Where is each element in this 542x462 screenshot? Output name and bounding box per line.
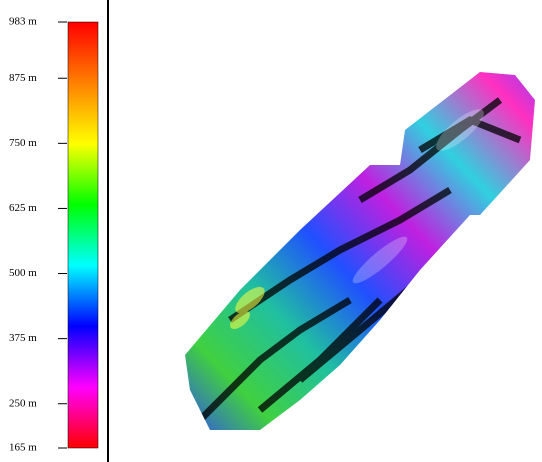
elevation-map bbox=[180, 60, 542, 440]
tick-label: 875 m bbox=[9, 72, 37, 84]
scale-ticks: 983 m 875 m 750 m 625 m 500 m 375 m 250 m 165 m bbox=[9, 16, 67, 454]
tick-label: 375 m bbox=[9, 332, 37, 344]
color-scale bbox=[68, 22, 98, 448]
tick-label: 625 m bbox=[9, 202, 37, 214]
tick-label: 165 m bbox=[9, 442, 37, 454]
tick-label: 983 m bbox=[9, 16, 37, 28]
tick-label: 250 m bbox=[9, 397, 37, 409]
map-view: 983 m 875 m 750 m 625 m 500 m 375 m 250 m 165 m bbox=[0, 0, 542, 462]
tick-label: 500 m bbox=[9, 267, 37, 279]
tick-label: 750 m bbox=[9, 137, 37, 149]
